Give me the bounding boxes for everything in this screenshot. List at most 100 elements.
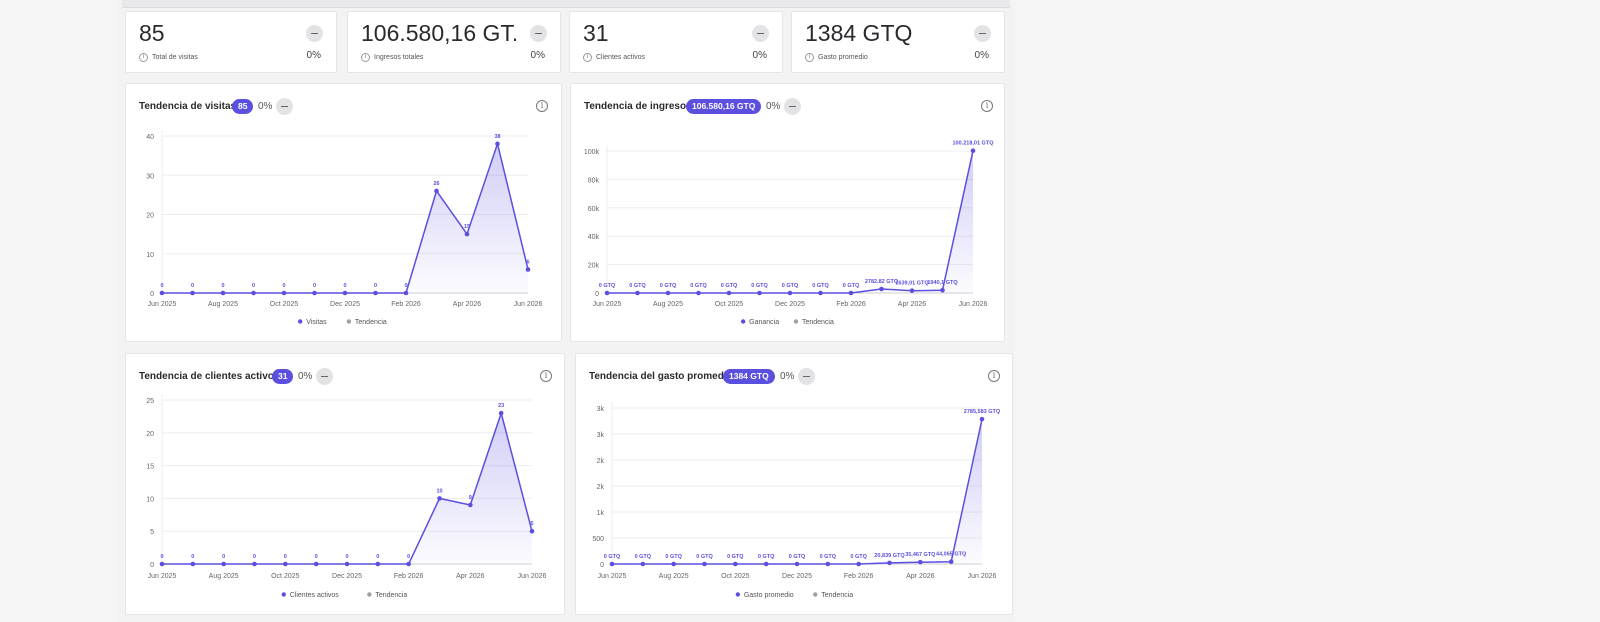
chart-card-clients: Tendencia de clientes activos 31 0% i 0 5… [125, 353, 565, 615]
data-label: 0 GTQ [782, 283, 799, 289]
data-point [763, 561, 769, 567]
x-tick-label: Feb 2026 [836, 301, 866, 308]
data-point [940, 287, 945, 293]
minus-icon[interactable] [530, 25, 547, 42]
x-tick-label: Dec 2025 [332, 573, 362, 580]
data-label: 1639,01 GTQ [895, 281, 929, 287]
chart-badge: 85 [232, 99, 254, 114]
data-point [909, 288, 915, 293]
info-icon[interactable]: i [981, 100, 993, 112]
data-label: 10 [436, 488, 442, 494]
chart-percent: 0% [258, 101, 273, 112]
info-icon[interactable]: i [583, 53, 592, 62]
x-tick-label: Dec 2025 [782, 573, 812, 580]
minus-icon[interactable] [276, 98, 293, 115]
y-tick-label: 10 [146, 252, 154, 259]
x-tick-label: Feb 2026 [391, 301, 421, 308]
legend-marker [740, 319, 746, 324]
kpi-label: Gasto promedio [818, 54, 868, 61]
legend-label: Tendencia [375, 592, 407, 599]
data-label: 0 [160, 554, 163, 560]
y-tick-label: 2k [597, 458, 605, 465]
data-point [794, 561, 800, 567]
data-label: 20,839 GTQ [874, 553, 905, 559]
chart-title: Tendencia de clientes activos [139, 371, 280, 382]
data-label: 0 GTQ [604, 554, 621, 560]
info-icon[interactable]: i [361, 53, 370, 62]
chart-percent: 0% [780, 371, 795, 382]
y-tick-label: 10 [146, 496, 154, 503]
kpi-value: 31 [583, 20, 609, 46]
data-label: 0 GTQ [820, 554, 837, 560]
data-point [665, 290, 671, 296]
x-tick-label: Oct 2025 [715, 301, 744, 308]
y-tick-label: 100k [584, 149, 600, 156]
kpi-label: Clientes activos [596, 54, 646, 61]
kpi-value: 85 [139, 20, 165, 46]
data-label: 0 GTQ [690, 283, 707, 289]
data-point [671, 561, 676, 567]
series-area [607, 150, 973, 293]
chart-card-revenue: Tendencia de ingresos 106.580,16 GTQ 0% … [570, 83, 1005, 342]
data-point [159, 561, 165, 567]
data-label: 2782,82 GTQ [865, 279, 899, 285]
data-label: 0 [315, 554, 318, 560]
info-icon[interactable]: i [540, 370, 552, 382]
data-label: 0 GTQ [812, 283, 829, 289]
data-point [281, 290, 287, 296]
data-label: 0 [160, 283, 163, 289]
x-tick-label: Jun 2025 [148, 301, 177, 308]
data-label: 100.218,01 GTQ [953, 141, 995, 147]
info-icon[interactable]: i [988, 370, 1000, 382]
y-tick-label: 25 [146, 398, 154, 405]
data-point [848, 290, 854, 296]
data-point [640, 561, 646, 567]
info-icon[interactable]: i [536, 100, 548, 112]
x-tick-label: Apr 2026 [453, 301, 482, 308]
data-point [702, 561, 707, 567]
data-point [918, 559, 923, 565]
x-tick-label: Dec 2025 [330, 301, 360, 308]
data-point [726, 290, 732, 296]
minus-icon[interactable] [316, 368, 333, 385]
x-tick-label: Apr 2026 [898, 301, 927, 308]
minus-icon[interactable] [752, 25, 769, 42]
minus-icon[interactable] [784, 98, 801, 115]
chart-badge: 31 [272, 369, 294, 384]
kpi-percent: 0% [306, 50, 321, 61]
data-point [529, 528, 535, 534]
data-point [887, 560, 892, 566]
data-label: 0 GTQ [789, 554, 806, 560]
info-icon[interactable]: i [805, 53, 814, 62]
minus-icon[interactable] [974, 25, 991, 42]
legend-marker [298, 319, 303, 324]
data-point [252, 561, 257, 567]
kpi-card-visits: 85 i Total de visitas 0% [125, 11, 337, 73]
data-point [696, 290, 701, 296]
minus-icon[interactable] [306, 25, 323, 42]
data-label: 0 GTQ [721, 283, 738, 289]
data-point [970, 148, 976, 153]
data-point [159, 290, 165, 296]
x-tick-label: Oct 2025 [721, 573, 750, 580]
y-tick-label: 40k [588, 234, 600, 241]
data-point [373, 290, 378, 296]
legend-marker [346, 319, 352, 324]
data-label: 38 [494, 134, 500, 140]
data-label: 0 [345, 554, 348, 560]
data-point [818, 290, 823, 296]
top-strip [122, 0, 1010, 8]
minus-icon[interactable] [798, 368, 815, 385]
legend-label: Ganancia [749, 319, 779, 326]
y-tick-label: 0 [150, 562, 154, 569]
kpi-percent: 0% [530, 50, 545, 61]
data-label: 0 GTQ [696, 554, 713, 560]
legend-label: Gasto promedio [744, 592, 794, 599]
info-icon[interactable]: i [139, 53, 148, 62]
y-tick-label: 80k [588, 177, 600, 184]
data-label: 0 GTQ [599, 283, 616, 289]
data-point [495, 141, 500, 147]
x-tick-label: Jun 2025 [593, 301, 622, 308]
data-label: 0 [222, 554, 225, 560]
chart-card-visits: Tendencia de visitas 85 0% i 0 10 20 30 40 Ju… [125, 83, 562, 342]
